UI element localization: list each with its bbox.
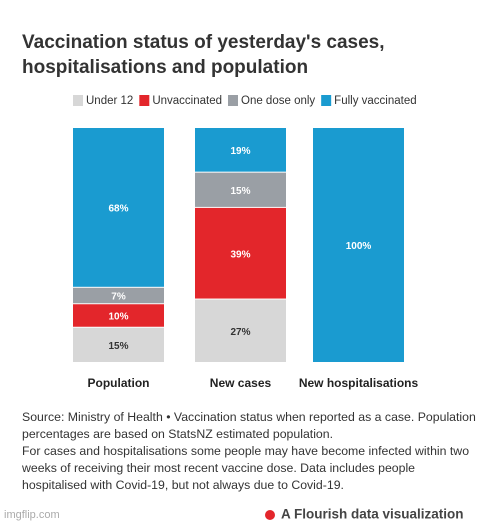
bar-segment xyxy=(195,207,286,299)
bar-segment xyxy=(73,304,164,327)
legend-label: One dose only xyxy=(241,95,315,107)
flourish-logo xyxy=(265,510,275,520)
legend-swatch xyxy=(139,95,150,106)
data-label: 100% xyxy=(346,241,372,252)
data-label: 19% xyxy=(230,146,250,157)
x-tick-label: Population xyxy=(88,376,150,390)
data-label: 27% xyxy=(230,327,250,338)
data-label: 39% xyxy=(230,249,250,260)
legend-label: Under 12 xyxy=(86,95,133,107)
x-tick-label: New hospitalisations xyxy=(299,376,419,390)
watermark: imgflip.com xyxy=(4,509,60,521)
data-label: 15% xyxy=(108,341,128,352)
data-label: 68% xyxy=(108,204,128,215)
data-label: 10% xyxy=(108,312,128,323)
bar-segment xyxy=(73,327,164,362)
credit: A Flourish data visualization xyxy=(281,507,464,522)
bar-segment xyxy=(73,287,164,304)
x-tick-label: New cases xyxy=(210,376,272,390)
bar-segment xyxy=(195,172,286,207)
legend-swatch xyxy=(321,95,332,106)
data-label: 15% xyxy=(230,186,250,197)
legend-swatch xyxy=(73,95,83,106)
chart-title: Vaccination status of yesterday's cases,… xyxy=(22,32,385,78)
note: For cases and hospitalisations some peop… xyxy=(22,444,470,492)
legend-label: Unvaccinated xyxy=(152,95,222,107)
bar-segment xyxy=(195,299,286,362)
bar-segment xyxy=(195,128,286,172)
note: Source: Ministry of Health • Vaccination… xyxy=(22,410,476,441)
legend-swatch xyxy=(228,95,238,106)
notes: Source: Ministry of Health • Vaccination… xyxy=(22,409,480,494)
bar-segment xyxy=(313,128,404,362)
bar-segment xyxy=(73,128,164,287)
legend-label: Fully vaccinated xyxy=(334,95,416,107)
data-label: 7% xyxy=(111,292,126,303)
